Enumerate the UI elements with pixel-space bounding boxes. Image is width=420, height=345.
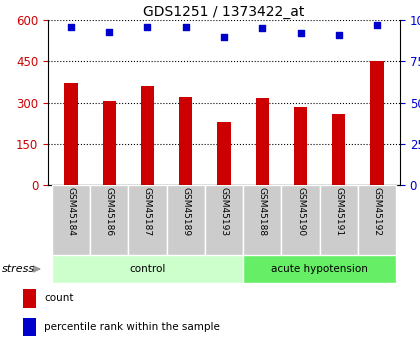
Point: [259, 26, 265, 31]
Bar: [23, 318, 36, 336]
Text: count: count: [44, 293, 74, 303]
Bar: [217, 122, 231, 185]
Text: acute hypotension: acute hypotension: [271, 264, 368, 274]
Text: GSM45188: GSM45188: [258, 187, 267, 236]
Bar: [243, 255, 396, 283]
Bar: [52, 185, 90, 255]
Text: control: control: [129, 264, 165, 274]
Bar: [90, 185, 129, 255]
Point: [182, 24, 189, 29]
Bar: [294, 107, 307, 185]
Text: GSM45191: GSM45191: [334, 187, 343, 236]
Text: GSM45187: GSM45187: [143, 187, 152, 236]
Bar: [370, 61, 384, 185]
Text: GSM45189: GSM45189: [181, 187, 190, 236]
Bar: [52, 255, 243, 283]
Text: percentile rank within the sample: percentile rank within the sample: [44, 322, 220, 332]
Bar: [64, 83, 78, 185]
Bar: [179, 97, 192, 185]
Point: [144, 24, 151, 29]
Bar: [281, 185, 320, 255]
Bar: [320, 185, 358, 255]
Bar: [167, 185, 205, 255]
Text: stress: stress: [2, 264, 35, 274]
Bar: [102, 101, 116, 185]
Point: [374, 22, 381, 28]
Text: GSM45190: GSM45190: [296, 187, 305, 236]
Text: GSM45193: GSM45193: [220, 187, 228, 236]
Point: [220, 34, 227, 39]
Bar: [141, 86, 154, 185]
Title: GDS1251 / 1373422_at: GDS1251 / 1373422_at: [143, 5, 304, 19]
Text: GSM45192: GSM45192: [373, 187, 381, 236]
Bar: [205, 185, 243, 255]
Text: GSM45186: GSM45186: [105, 187, 114, 236]
Point: [297, 30, 304, 36]
Bar: [23, 289, 36, 307]
Point: [106, 29, 113, 34]
Bar: [129, 185, 167, 255]
Bar: [332, 114, 346, 185]
Text: GSM45184: GSM45184: [66, 187, 76, 236]
Point: [68, 24, 74, 29]
Bar: [243, 185, 281, 255]
Bar: [255, 98, 269, 185]
Bar: [358, 185, 396, 255]
Point: [336, 32, 342, 38]
